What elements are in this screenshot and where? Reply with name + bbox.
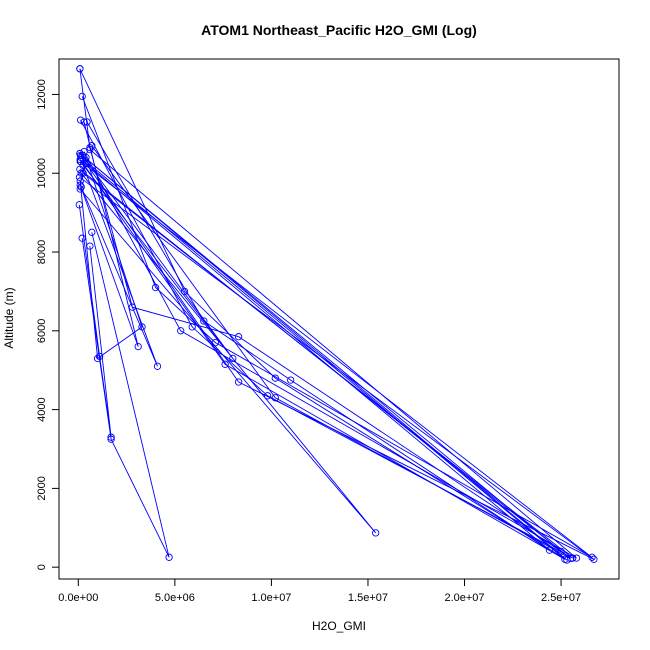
data-point [590,555,598,563]
data-series [75,201,115,441]
data-point [234,378,243,386]
data-point [271,394,279,402]
plot-area-frame [58,58,620,580]
data-series [80,145,581,562]
series-line [79,121,143,360]
data-point [188,323,196,331]
data-point [107,435,115,443]
data-series [76,153,569,563]
series-line [79,145,571,559]
data-point [80,118,88,126]
data-point [561,555,569,563]
y-tick-label: 4000 [36,397,48,421]
data-point [287,376,295,384]
y-tick-label: 10000 [36,158,48,189]
x-tick-label: 1.0e+07 [251,592,291,604]
chart-title: ATOM1 Northeast_Pacific H2O_GMI (Log) [201,22,477,38]
data-point [83,118,91,126]
data-point [76,65,84,73]
data-point [572,554,581,562]
data-point [200,317,208,325]
data-point [107,433,115,441]
data-point [78,234,86,242]
data-point [77,169,85,177]
y-axis-label: Altitude (m) [2,287,16,348]
series-line [79,172,377,534]
data-point [165,553,173,561]
series-line [79,157,566,560]
series-line [79,68,568,561]
data-point [88,228,96,236]
data-series [76,65,565,556]
data-point [177,327,185,335]
series-line [81,232,170,558]
series-line [80,165,158,367]
data-series [76,118,146,363]
data-point [86,145,94,154]
data-series [76,65,571,564]
y-tick-label: 0 [36,564,48,570]
x-tick-label: 2.5e+07 [541,592,581,604]
data-series [76,151,237,363]
data-point [78,151,86,160]
y-axis: 0 2000 4000 6000 8000 10000 12000 [36,79,60,570]
data-point [588,553,596,561]
x-tick-label: 1.5e+07 [348,592,388,604]
data-point [153,362,162,370]
data-point [234,333,243,341]
data-point [134,342,142,351]
data-point [263,392,272,400]
series-line [79,155,234,359]
y-tick-label: 12000 [36,79,48,110]
x-axis-label: H2O_GMI [312,619,366,633]
data-point [372,529,380,537]
series-line [79,68,562,552]
series-line [78,204,112,438]
data-point [75,173,84,181]
data-point [76,185,84,193]
data-series [76,169,380,537]
data-point [93,354,102,363]
x-tick-label: 2.0e+07 [444,592,484,604]
data-point [88,142,96,150]
data-point [76,116,85,124]
data-point [229,354,237,363]
data-series [76,92,596,561]
x-tick-label: 5.0e+06 [155,592,195,604]
series-line [85,121,550,551]
data-point [76,181,84,189]
y-tick-label: 2000 [36,476,48,500]
data-point [221,360,229,368]
x-axis: 0.0e+00 5.0e+06 1.0e+07 1.5e+07 2.0e+07 2.5e+… [58,578,581,604]
x-tick-label: 0.0e+00 [58,592,98,604]
data-point [78,92,86,101]
series-line [80,96,593,558]
y-tick-label: 8000 [36,240,48,264]
data-series [78,228,173,561]
data-point [75,201,83,209]
data-point [86,242,94,250]
series-layer [75,65,598,564]
series-line [83,149,577,559]
data-point [567,554,575,563]
y-tick-label: 6000 [36,319,48,343]
